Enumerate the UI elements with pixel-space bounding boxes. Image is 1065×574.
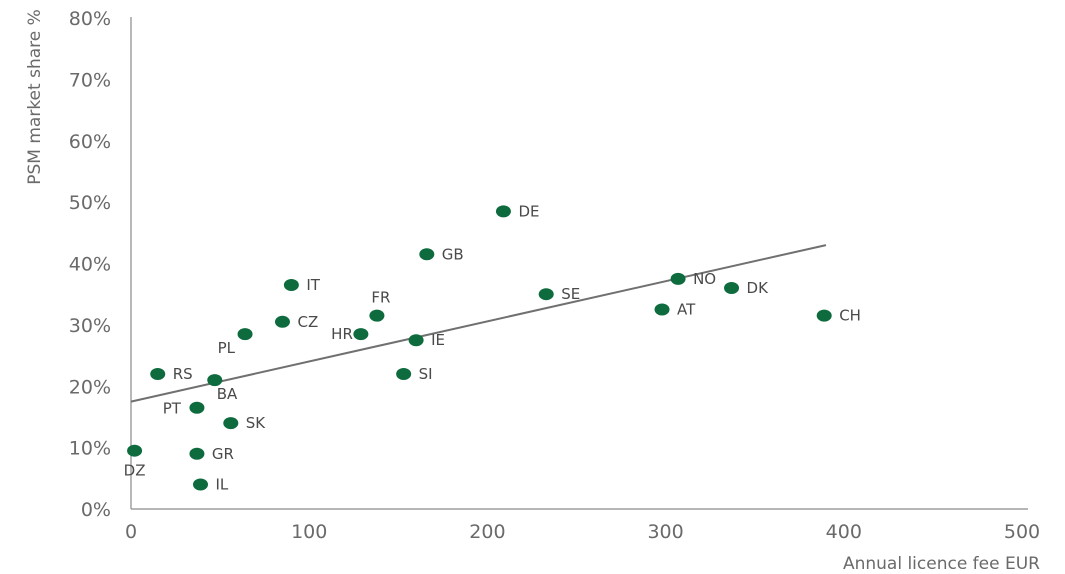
y-tick-label: 80% bbox=[69, 8, 111, 30]
y-tick-label: 70% bbox=[69, 69, 111, 91]
data-point bbox=[495, 205, 511, 218]
point-label: FR bbox=[371, 289, 390, 307]
data-point bbox=[127, 444, 143, 457]
data-points: DZ RS PT GR IL BA SK PL CZ IT HR FR SI IE GB DE SE AT NO DK… bbox=[124, 202, 861, 493]
point-label: SI bbox=[419, 365, 433, 383]
point-label: DK bbox=[747, 279, 770, 297]
point-label: IL bbox=[215, 475, 228, 493]
data-point bbox=[538, 288, 554, 301]
x-tick-labels: 0 100 200 300 400 500 bbox=[125, 521, 1040, 543]
point-label: PT bbox=[163, 400, 182, 418]
point-label: NO bbox=[693, 270, 716, 288]
y-tick-label: 40% bbox=[69, 254, 111, 276]
data-point bbox=[369, 309, 385, 322]
point-label: GR bbox=[212, 445, 234, 463]
y-tick-label: 30% bbox=[69, 315, 111, 337]
data-point bbox=[223, 417, 239, 430]
point-label: CZ bbox=[297, 313, 318, 331]
point-label: RS bbox=[173, 365, 193, 383]
point-label: GB bbox=[442, 245, 464, 263]
point-label: IE bbox=[431, 331, 445, 349]
data-point bbox=[192, 478, 208, 491]
data-point bbox=[237, 328, 253, 341]
point-label: DZ bbox=[124, 462, 146, 480]
data-point bbox=[670, 272, 686, 285]
y-tick-label: 0% bbox=[81, 499, 111, 521]
point-label: PL bbox=[218, 339, 236, 357]
y-tick-label: 20% bbox=[69, 376, 111, 398]
data-point bbox=[654, 303, 670, 316]
data-point bbox=[353, 328, 369, 341]
point-label: SE bbox=[561, 285, 580, 303]
y-tick-label: 10% bbox=[69, 438, 111, 460]
data-point bbox=[724, 282, 740, 295]
y-axis-title: PSM market share % bbox=[25, 9, 45, 185]
point-label: SK bbox=[246, 414, 267, 432]
data-point bbox=[274, 315, 290, 328]
data-point bbox=[419, 248, 435, 261]
y-tick-label: 50% bbox=[69, 192, 111, 214]
data-point bbox=[150, 367, 166, 380]
x-tick-label: 400 bbox=[826, 521, 862, 543]
trend-line bbox=[130, 244, 827, 403]
x-tick-label: 300 bbox=[647, 521, 683, 543]
x-tick-label: 100 bbox=[291, 521, 327, 543]
x-tick-label: 200 bbox=[469, 521, 505, 543]
x-tick-label: 0 bbox=[125, 521, 137, 543]
point-label: HR bbox=[331, 325, 353, 343]
data-point bbox=[207, 374, 223, 387]
data-point bbox=[283, 278, 299, 291]
point-label: BA bbox=[217, 385, 238, 403]
y-tick-label: 60% bbox=[69, 131, 111, 153]
point-label: AT bbox=[677, 301, 696, 319]
y-tick-labels: 0% 10% 20% 30% 40% 50% 60% 70% 80% bbox=[69, 8, 111, 521]
x-axis-title: Annual licence fee EUR bbox=[843, 554, 1040, 574]
data-point bbox=[396, 367, 412, 380]
point-label: DE bbox=[518, 202, 539, 220]
data-point bbox=[189, 447, 205, 460]
point-label: CH bbox=[839, 307, 861, 325]
data-point bbox=[189, 401, 205, 414]
x-tick-label: 500 bbox=[1004, 521, 1040, 543]
data-point bbox=[816, 309, 832, 322]
data-point bbox=[408, 334, 424, 347]
point-label: IT bbox=[306, 276, 320, 294]
